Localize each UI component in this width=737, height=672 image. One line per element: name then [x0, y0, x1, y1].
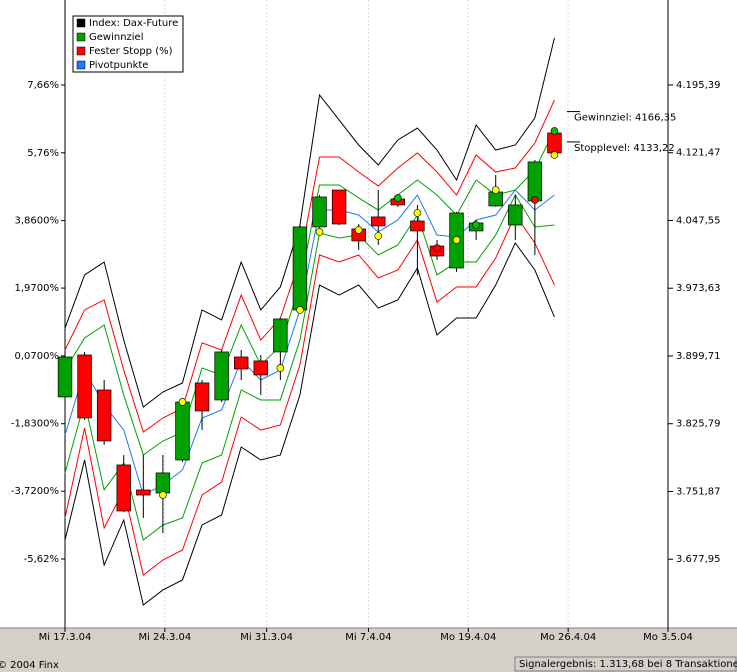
signal-marker: [394, 194, 402, 202]
signal-marker: [550, 151, 559, 159]
series-line: [64, 241, 555, 606]
legend: Index: Dax-Future Gewinnziel Fester Stopp …: [76, 18, 178, 71]
legend-swatch: [76, 60, 86, 70]
y-tick-label: 4.047,55: [676, 215, 721, 226]
series-line: [64, 214, 555, 576]
x-tick-label: Mo 26.4.04: [540, 632, 596, 643]
legend-label: Gewinnziel: [89, 32, 144, 43]
signal-marker: [178, 398, 187, 406]
signal-marker: [159, 491, 167, 499]
legend-swatch: [76, 18, 86, 28]
candle-body: [488, 191, 503, 207]
candle-body: [292, 226, 308, 311]
grid-layer: [64, 0, 669, 632]
candle-body: [233, 356, 249, 370]
y-tick-label: 3.899,71: [676, 351, 721, 362]
signal-marker: [531, 196, 539, 204]
x-tick-label: Mi 24.3.04: [138, 632, 191, 643]
series-line: [64, 99, 555, 433]
candle-body: [527, 161, 543, 202]
annotation-label: Gewinnziel: 4166,35: [574, 113, 676, 124]
signal-marker: [296, 306, 304, 314]
y2-tick-label: 3,8600%: [15, 216, 60, 227]
series-line: [64, 193, 555, 541]
y2-tick-label: 0,0700%: [15, 351, 60, 362]
y2-tick-label: -3,7200%: [11, 486, 59, 497]
y2-tick-label: 1,9700%: [15, 283, 60, 294]
copyright: © 2004 Finx: [0, 660, 59, 671]
signal-marker: [550, 127, 559, 135]
candle-body: [96, 389, 112, 442]
candle-body: [155, 472, 171, 494]
annotation-label: Stopplevel: 4133,22: [574, 143, 675, 154]
y-tick-label: 3.973,63: [676, 283, 721, 294]
y2-tick-label: 5,76%: [27, 148, 59, 159]
candle-body: [194, 382, 210, 412]
candle-body: [371, 216, 386, 227]
candle-body: [410, 220, 425, 232]
signal-marker: [452, 236, 461, 244]
candle-body: [273, 318, 288, 353]
plot-layer: [57, 37, 580, 606]
signal-marker: [433, 244, 441, 252]
y-tick-label: 4.195,39: [676, 80, 721, 91]
y2-tick-label: 7,66%: [27, 80, 59, 91]
legend-label: Pivotpunkte: [89, 60, 148, 71]
candle-body: [547, 132, 562, 154]
legend-box: [72, 15, 184, 73]
series-line: [64, 129, 555, 456]
result-text: Signalergebnis: 1.313,68 bei 8 Transakti…: [519, 659, 737, 670]
signal-marker: [374, 232, 383, 240]
y-tick-label: 4.121,47: [676, 148, 721, 159]
y2-tick-label: -5,62%: [24, 554, 59, 565]
candle-body: [508, 204, 523, 226]
signal-marker: [276, 364, 285, 372]
signal-marker: [491, 186, 500, 194]
series-line: [64, 37, 555, 408]
y-tick-label: 3.751,87: [676, 486, 721, 497]
y2-tick-label: -1,8300%: [11, 419, 59, 430]
x-tick-label: Mi 7.4.04: [345, 632, 391, 643]
x-tick-label: Mo 3.5.04: [643, 632, 693, 643]
x-tick-label: Mi 31.3.04: [240, 632, 293, 643]
legend-swatch: [76, 32, 86, 42]
legend-label: Fester Stopp (%): [89, 46, 173, 57]
signal-marker: [354, 226, 363, 234]
candle-body: [175, 401, 190, 461]
signal-marker: [472, 221, 480, 229]
x-tick-label: Mo 19.4.04: [440, 632, 496, 643]
legend-label: Index: Dax-Future: [89, 18, 178, 29]
x-tick-label: Mi 17.3.04: [39, 632, 92, 643]
candle-body: [77, 354, 92, 419]
candle-body: [136, 489, 151, 496]
y-tick-label: 3.825,79: [676, 419, 721, 430]
candle-body: [116, 464, 131, 512]
signal-marker: [413, 209, 422, 217]
legend-swatch: [76, 46, 86, 56]
y-tick-label: 3.677,95: [676, 554, 721, 565]
candle-body: [253, 360, 268, 376]
result-box: [514, 656, 737, 672]
candle-body: [312, 196, 327, 228]
candle-body: [214, 351, 229, 401]
signal-marker: [315, 228, 324, 236]
candle-body: [57, 356, 73, 398]
candle-body: [331, 189, 347, 225]
